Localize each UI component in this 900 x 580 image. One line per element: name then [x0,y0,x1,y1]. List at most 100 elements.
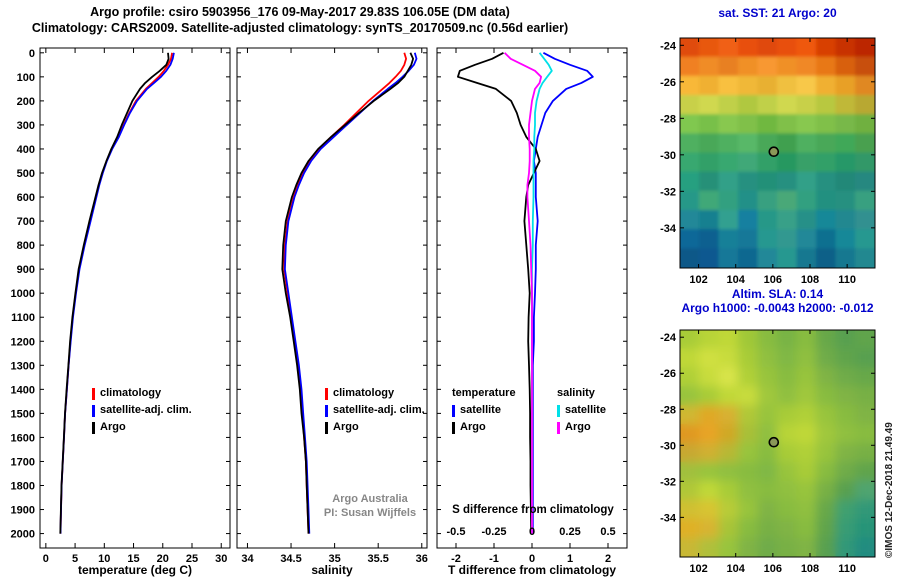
svg-text:1100: 1100 [11,312,35,324]
legend-item-satellite-adj: satellite-adj. clim. [325,402,425,419]
legend-header-temperature: temperature [452,387,516,399]
svg-text:35: 35 [328,553,340,565]
svg-text:300: 300 [17,120,35,132]
svg-text:1: 1 [567,553,573,565]
svg-text:200: 200 [17,96,35,108]
legend-label: climatology [333,387,395,399]
svg-text:0: 0 [529,553,535,565]
svg-text:-26: -26 [660,77,676,89]
argo-height-label: Argo h1000: -0.0043 h2000: -0.012 [681,301,874,315]
legend-label: climatology [100,387,162,399]
legend-item-satellite-t: satellite [452,402,516,419]
svg-text:-24: -24 [660,40,677,52]
svg-text:25: 25 [186,553,198,565]
svg-text:1900: 1900 [11,505,35,517]
svg-text:106: 106 [764,274,782,286]
svg-text:20: 20 [157,553,169,565]
svg-text:1600: 1600 [11,432,35,444]
satellite-adj-swatch-icon [92,404,95,417]
svg-text:102: 102 [689,274,707,286]
svg-text:1700: 1700 [11,456,35,468]
svg-text:600: 600 [17,192,35,204]
sla-map: 102 104 106 108 110 -24 -26 -28 -30 -32 -34 [660,329,876,575]
salinity-axis-title: salinity [311,563,353,577]
legend-label: Argo [565,421,591,433]
climatology-swatch-icon [92,387,95,400]
difference-temperature-legend: temperature satellite Argo [452,385,516,436]
svg-text:1500: 1500 [11,408,35,420]
legend-label: Argo [460,421,486,433]
svg-text:108: 108 [801,274,819,286]
legend-item-argo-t: Argo [452,419,516,436]
svg-text:1000: 1000 [11,288,35,300]
svg-text:-2: -2 [451,553,461,565]
temperature-legend: climatology satellite-adj. clim. Argo [92,385,192,436]
svg-text:0.25: 0.25 [559,526,580,538]
svg-text:-34: -34 [660,223,677,235]
svg-text:110: 110 [838,563,856,575]
difference-salinity-legend: salinity satellite Argo [557,385,606,436]
argo-t-swatch-icon [452,421,455,434]
svg-text:-28: -28 [660,404,676,416]
svg-text:2000: 2000 [11,529,35,541]
argo-australia-credit: Argo Australia PI: Susan Wijffels [270,492,470,520]
svg-text:-0.5: -0.5 [447,526,466,538]
page-title: Argo profile: csiro 5903956_176 09-May-2… [90,5,510,19]
svg-text:500: 500 [17,168,35,180]
legend-item-argo: Argo [325,419,425,436]
svg-text:400: 400 [17,144,35,156]
svg-text:106: 106 [764,563,782,575]
svg-text:30: 30 [215,553,227,565]
temperature-profile-chart: 0 5 10 15 20 25 300100200300400500600700800900… [11,47,231,565]
argo-swatch-icon [325,421,328,434]
svg-text:-34: -34 [660,512,677,524]
svg-text:-24: -24 [660,332,677,344]
svg-text:34: 34 [241,553,254,565]
svg-text:102: 102 [689,563,707,575]
svg-text:35.5: 35.5 [367,553,388,565]
svg-text:10: 10 [98,553,110,565]
legend-label: satellite-adj. clim. [100,404,192,416]
svg-text:1300: 1300 [11,360,35,372]
satellite-t-swatch-icon [452,404,455,417]
svg-text:0: 0 [43,553,49,565]
credit-line-2: PI: Susan Wijffels [323,507,417,519]
svg-text:1200: 1200 [11,336,35,348]
svg-text:1800: 1800 [11,481,35,493]
svg-text:-32: -32 [660,476,676,488]
legend-item-satellite-s: satellite [557,402,606,419]
svg-text:-30: -30 [660,440,676,452]
svg-text:34.5: 34.5 [280,553,301,565]
s-difference-axis-title: S difference from climatology [452,504,614,516]
legend-item-climatology: climatology [325,385,425,402]
page-subtitle: Climatology: CARS2009. Satellite-adjuste… [31,21,569,35]
legend-item-climatology: climatology [92,385,192,402]
svg-text:-1: -1 [489,553,499,565]
svg-text:900: 900 [17,264,35,276]
legend-label: Argo [100,421,126,433]
legend-label: satellite [565,404,606,416]
svg-text:36: 36 [416,553,428,565]
climatology-swatch-icon [325,387,328,400]
credit-line-1: Argo Australia [332,493,408,505]
argo-swatch-icon [92,421,95,434]
svg-text:800: 800 [17,240,35,252]
svg-text:0.5: 0.5 [600,526,615,538]
svg-text:0: 0 [529,526,535,538]
svg-text:-30: -30 [660,150,676,162]
legend-label: Argo [333,421,359,433]
svg-text:700: 700 [17,216,35,228]
svg-text:5: 5 [72,553,78,565]
svg-text:-28: -28 [660,113,676,125]
satellite-s-swatch-icon [557,404,560,417]
svg-text:2: 2 [605,553,611,565]
salinity-profile-chart: 34 34.5 35 35.5 36 [236,47,428,565]
salinity-legend: climatology satellite-adj. clim. Argo [325,385,425,436]
svg-text:-32: -32 [660,186,676,198]
legend-item-satellite-adj: satellite-adj. clim. [92,402,192,419]
legend-label: satellite-adj. clim. [333,404,425,416]
legend-item-argo-s: Argo [557,419,606,436]
sst-map: 102 104 106 108 110 -24 -26 -28 -30 -32 -34 [660,37,876,286]
legend-label: satellite [460,404,501,416]
